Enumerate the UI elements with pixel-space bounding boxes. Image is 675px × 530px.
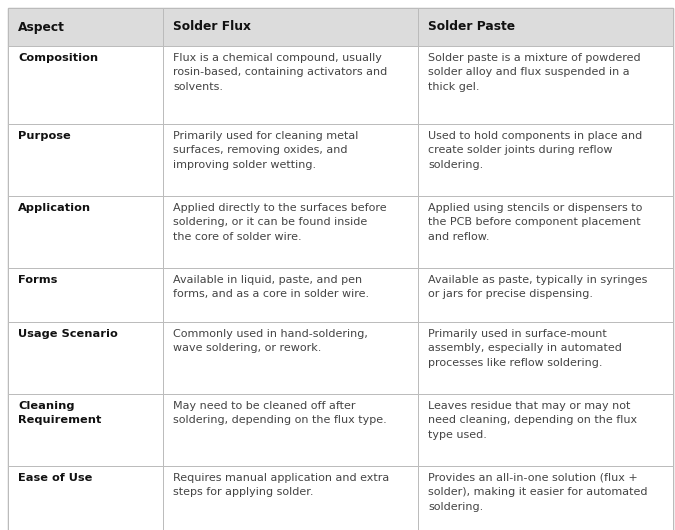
Bar [163,466,418,530]
Text: steps for applying solder.: steps for applying solder. [173,487,313,497]
Bar [8,196,163,268]
Bar [8,394,163,466]
Bar [8,268,163,322]
Text: thick gel.: thick gel. [428,82,479,92]
Text: Available in liquid, paste, and pen: Available in liquid, paste, and pen [173,275,362,285]
Text: the PCB before component placement: the PCB before component placement [428,217,641,227]
Bar [163,394,418,466]
Bar [163,268,418,322]
Bar [8,322,163,394]
Text: need cleaning, depending on the flux: need cleaning, depending on the flux [428,415,637,425]
Text: Flux is a chemical compound, usually: Flux is a chemical compound, usually [173,52,382,63]
Text: Provides an all-in-one solution (flux +: Provides an all-in-one solution (flux + [428,473,638,483]
Bar [8,466,163,530]
Text: rosin-based, containing activators and: rosin-based, containing activators and [173,67,387,77]
Text: solvents.: solvents. [173,82,223,92]
Bar [418,196,673,268]
Bar [418,124,673,196]
Bar [8,46,163,124]
Text: wave soldering, or rework.: wave soldering, or rework. [173,343,321,353]
Text: Applied using stencils or dispensers to: Applied using stencils or dispensers to [428,202,643,213]
Text: create solder joints during reflow: create solder joints during reflow [428,145,612,155]
Text: Available as paste, typically in syringes: Available as paste, typically in syringe… [428,275,647,285]
Text: Usage Scenario: Usage Scenario [18,329,117,339]
Text: Primarily used in surface-mount: Primarily used in surface-mount [428,329,607,339]
Text: assembly, especially in automated: assembly, especially in automated [428,343,622,353]
Bar [418,322,673,394]
Bar [8,8,163,46]
Text: improving solder wetting.: improving solder wetting. [173,160,316,170]
Bar [163,124,418,196]
Text: solder), making it easier for automated: solder), making it easier for automated [428,487,647,497]
Text: Requirement: Requirement [18,415,101,425]
Text: Solder Paste: Solder Paste [428,21,515,33]
Text: Purpose: Purpose [18,131,71,141]
Text: Primarily used for cleaning metal: Primarily used for cleaning metal [173,130,358,140]
Text: Application: Application [18,203,91,213]
Text: soldering, depending on the flux type.: soldering, depending on the flux type. [173,415,387,425]
Text: Requires manual application and extra: Requires manual application and extra [173,473,389,483]
Text: and reflow.: and reflow. [428,232,489,242]
Text: Composition: Composition [18,53,98,63]
Text: forms, and as a core in solder wire.: forms, and as a core in solder wire. [173,289,369,299]
Bar [163,322,418,394]
Text: soldering.: soldering. [428,501,483,511]
Bar [418,8,673,46]
Text: the core of solder wire.: the core of solder wire. [173,232,302,242]
Bar [418,466,673,530]
Bar [163,8,418,46]
Text: processes like reflow soldering.: processes like reflow soldering. [428,358,603,368]
Text: soldering, or it can be found inside: soldering, or it can be found inside [173,217,367,227]
Text: Solder paste is a mixture of powdered: Solder paste is a mixture of powdered [428,52,641,63]
Text: surfaces, removing oxides, and: surfaces, removing oxides, and [173,145,348,155]
Text: Solder Flux: Solder Flux [173,21,251,33]
Text: Aspect: Aspect [18,21,65,33]
Bar [418,394,673,466]
Text: Ease of Use: Ease of Use [18,473,92,483]
Text: May need to be cleaned off after: May need to be cleaned off after [173,401,356,411]
Text: Used to hold components in place and: Used to hold components in place and [428,130,642,140]
Bar [418,268,673,322]
Bar [8,124,163,196]
Text: type used.: type used. [428,430,487,439]
Text: soldering.: soldering. [428,160,483,170]
Bar [163,196,418,268]
Text: Leaves residue that may or may not: Leaves residue that may or may not [428,401,630,411]
Text: Cleaning: Cleaning [18,401,74,411]
Text: Forms: Forms [18,275,57,285]
Bar [163,46,418,124]
Text: Commonly used in hand-soldering,: Commonly used in hand-soldering, [173,329,368,339]
Text: or jars for precise dispensing.: or jars for precise dispensing. [428,289,593,299]
Text: solder alloy and flux suspended in a: solder alloy and flux suspended in a [428,67,630,77]
Bar [418,46,673,124]
Text: Applied directly to the surfaces before: Applied directly to the surfaces before [173,202,387,213]
